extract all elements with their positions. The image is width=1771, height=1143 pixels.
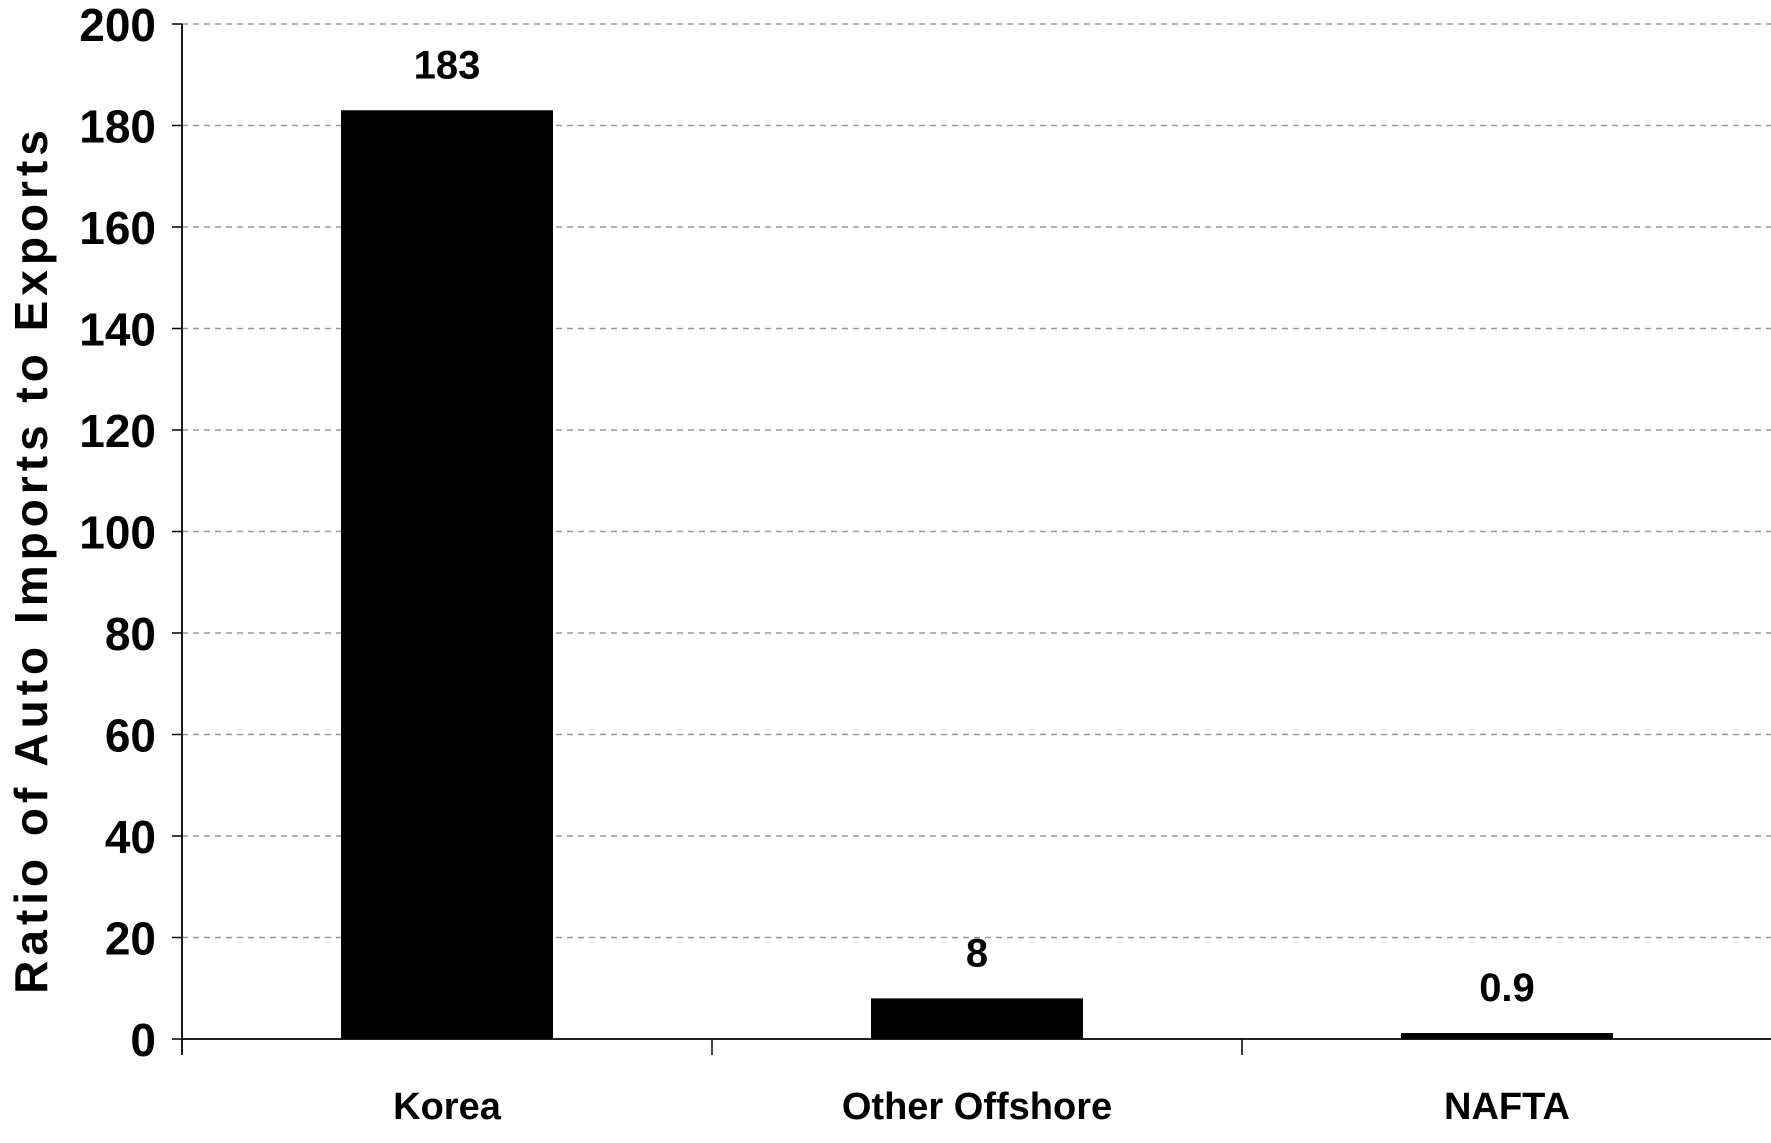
bar-nafta bbox=[1401, 1033, 1613, 1039]
y-tick-label: 120 bbox=[79, 405, 156, 457]
y-tick-label: 160 bbox=[79, 202, 156, 254]
bars bbox=[341, 110, 1613, 1039]
y-tick-label: 0 bbox=[130, 1014, 156, 1066]
y-axis-title: Ratio of Auto Imports to Exports bbox=[5, 125, 57, 994]
y-tick-label: 100 bbox=[79, 507, 156, 559]
data-label: 0.9 bbox=[1479, 966, 1535, 1010]
x-category-label: NAFTA bbox=[1444, 1086, 1570, 1128]
y-tick-label: 40 bbox=[105, 811, 156, 863]
y-tick-label: 180 bbox=[79, 101, 156, 153]
bar-other-offshore bbox=[871, 998, 1083, 1039]
y-tick-label: 80 bbox=[105, 608, 156, 660]
y-tick-label: 140 bbox=[79, 304, 156, 356]
labels: 0 20 40 60 80 100 120 140 160 180 200 183 Korea 8 Othe… bbox=[79, 0, 1570, 1128]
x-category-label: Other Offshore bbox=[842, 1086, 1112, 1128]
y-tick-label: 20 bbox=[105, 913, 156, 965]
data-label: 183 bbox=[414, 43, 481, 87]
x-category-label: Korea bbox=[393, 1086, 502, 1128]
bar-korea bbox=[341, 110, 553, 1039]
y-tick-label: 60 bbox=[105, 710, 156, 762]
y-tick-label: 200 bbox=[79, 0, 156, 51]
data-label: 8 bbox=[966, 931, 988, 975]
